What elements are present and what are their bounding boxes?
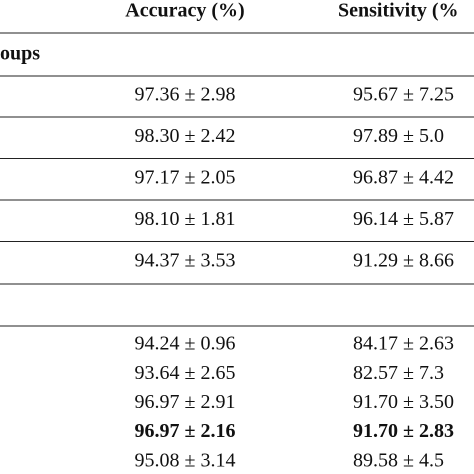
cell: 91.70 ± 2.83: [353, 420, 454, 442]
cell: 96.87 ± 4.42: [353, 167, 454, 189]
column-header: Sensitivity (%: [338, 0, 459, 22]
cell: 96.97 ± 2.16: [135, 420, 236, 442]
cell: 94.24 ± 0.96: [135, 333, 236, 355]
cell: 96.14 ± 5.87: [353, 208, 454, 230]
cell: 98.30 ± 2.42: [135, 125, 236, 147]
cell: 97.17 ± 2.05: [135, 167, 236, 189]
section-label: oups: [0, 43, 40, 65]
cell: 96.97 ± 2.91: [135, 391, 236, 413]
cell: 98.10 ± 1.81: [135, 208, 236, 230]
cell: 89.58 ± 4.5: [353, 449, 444, 471]
cell: 91.70 ± 3.50: [353, 391, 454, 413]
cell: 94.37 ± 3.53: [135, 250, 236, 272]
cell: 95.08 ± 3.14: [135, 449, 236, 471]
cell: 97.89 ± 5.0: [353, 125, 444, 147]
cell: 84.17 ± 2.63: [353, 333, 454, 355]
column-header: Accuracy (%): [125, 0, 244, 22]
cell: 95.67 ± 7.25: [353, 84, 454, 106]
cell: 91.29 ± 8.66: [353, 250, 454, 272]
cell: 82.57 ± 7.3: [353, 362, 444, 384]
cell: 97.36 ± 2.98: [135, 84, 236, 106]
cell: 93.64 ± 2.65: [135, 362, 236, 384]
